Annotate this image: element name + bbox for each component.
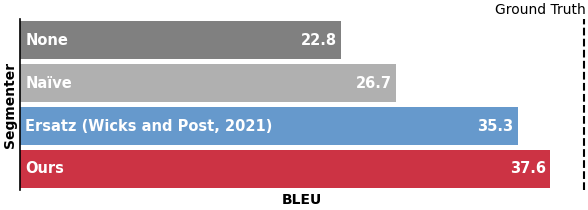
Text: 37.6: 37.6 bbox=[510, 161, 546, 176]
Text: Ersatz (Wicks and Post, 2021): Ersatz (Wicks and Post, 2021) bbox=[25, 119, 273, 134]
Text: 22.8: 22.8 bbox=[301, 33, 337, 48]
Bar bbox=[19, 64, 396, 102]
Text: Ours: Ours bbox=[25, 161, 64, 176]
Text: Ground Truth: Ground Truth bbox=[495, 3, 586, 17]
Text: None: None bbox=[25, 33, 68, 48]
Text: Naïve: Naïve bbox=[25, 76, 72, 91]
Text: 35.3: 35.3 bbox=[477, 119, 513, 134]
Bar bbox=[19, 21, 342, 59]
Text: 26.7: 26.7 bbox=[356, 76, 392, 91]
X-axis label: BLEU: BLEU bbox=[282, 193, 322, 207]
Y-axis label: Segmenter: Segmenter bbox=[3, 62, 17, 148]
Bar bbox=[19, 107, 518, 145]
Bar bbox=[19, 150, 550, 188]
